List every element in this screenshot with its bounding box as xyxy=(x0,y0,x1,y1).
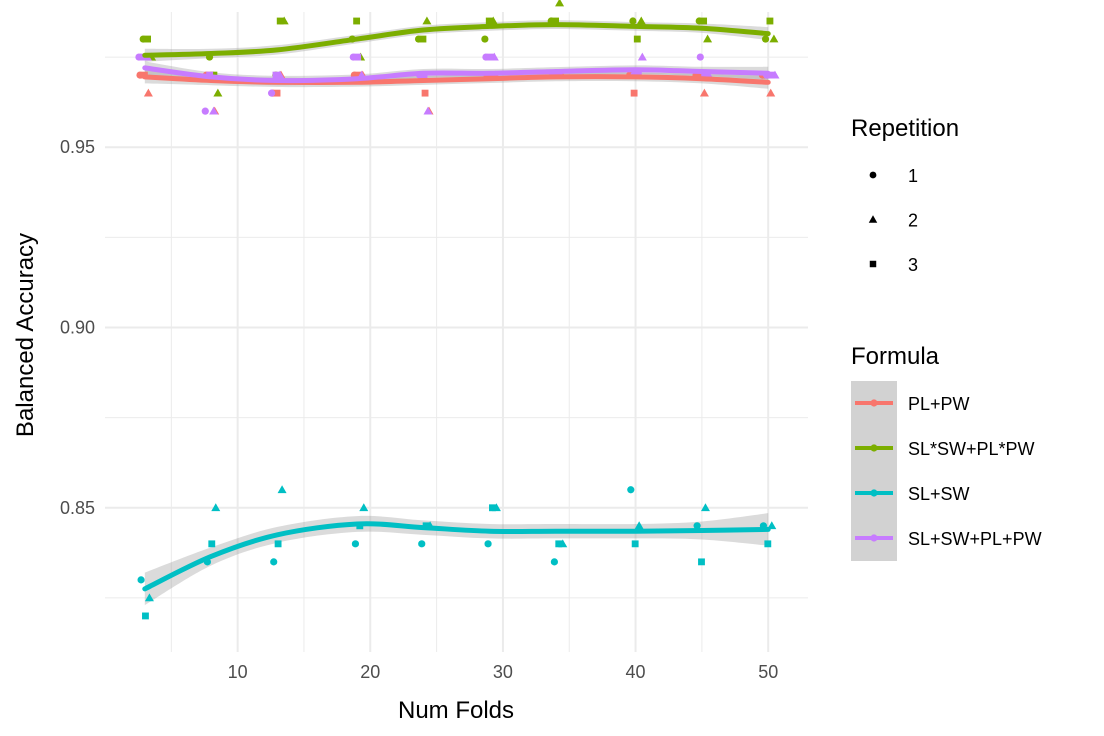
data-point xyxy=(418,540,426,548)
data-point xyxy=(550,558,558,566)
legend-repetition-label: 2 xyxy=(908,211,918,231)
data-point xyxy=(631,540,639,548)
x-axis-title: Num Folds xyxy=(398,697,514,724)
data-point xyxy=(354,53,362,61)
data-point xyxy=(700,17,708,25)
data-point xyxy=(693,522,701,530)
data-point xyxy=(700,503,710,512)
data-point xyxy=(270,558,278,566)
x-tick-label: 20 xyxy=(360,662,380,682)
data-point xyxy=(211,503,221,512)
data-point xyxy=(769,34,779,43)
data-point xyxy=(353,17,361,25)
data-point xyxy=(766,88,776,97)
legend-formula-keys-background xyxy=(851,381,897,561)
data-point xyxy=(629,17,637,25)
data-point xyxy=(272,71,280,79)
data-point xyxy=(766,17,774,25)
data-point xyxy=(481,35,489,43)
ribbon-2 xyxy=(144,513,769,606)
data-point xyxy=(274,540,282,548)
data-point xyxy=(633,35,641,43)
data-point xyxy=(142,612,149,620)
data-point xyxy=(422,16,432,25)
legend-formula-label: SL+SW+PL+PW xyxy=(908,529,1042,549)
legend-formula: Formula PL+PW SL*SW+PL*PW SL+SW SL+SW+PL+PW xyxy=(851,343,1042,561)
x-tick-label: 30 xyxy=(493,662,513,682)
legend-formula-key-point xyxy=(870,534,878,542)
data-point xyxy=(419,35,427,43)
data-point xyxy=(421,89,429,97)
legend-shape-square xyxy=(869,260,877,268)
data-point xyxy=(351,540,360,548)
legend-formula-label: PL+PW xyxy=(908,394,970,414)
legend-repetition-label: 1 xyxy=(908,166,918,186)
data-point xyxy=(137,576,145,584)
data-point xyxy=(703,34,713,43)
y-tick-label: 0.85 xyxy=(60,498,95,518)
legend-formula-key-point xyxy=(870,489,878,497)
legend-formula-label: SL+SW xyxy=(908,484,970,504)
data-point xyxy=(359,503,369,512)
data-point xyxy=(144,593,154,602)
y-axis-ticks: 0.85 0.90 0.95 xyxy=(60,137,95,518)
data-point xyxy=(636,16,646,25)
data-point xyxy=(555,540,563,548)
plot-grid xyxy=(105,12,808,652)
data-point xyxy=(696,53,704,61)
data-point xyxy=(486,53,494,61)
legend-shape-triangle xyxy=(868,215,878,223)
x-tick-label: 40 xyxy=(626,662,646,682)
smooth-line-1 xyxy=(142,22,771,58)
data-point xyxy=(276,17,284,25)
data-point xyxy=(701,71,709,79)
data-point xyxy=(767,521,777,530)
data-point xyxy=(627,486,635,494)
legend-formula-key-point xyxy=(870,444,878,452)
y-axis-title: Balanced Accuracy xyxy=(12,233,39,437)
data-point xyxy=(208,540,216,548)
data-point xyxy=(489,504,496,512)
data-point xyxy=(423,106,433,115)
data-point xyxy=(213,88,223,97)
data-point xyxy=(634,521,644,530)
y-tick-label: 0.95 xyxy=(60,137,95,157)
data-point xyxy=(697,71,704,79)
legend-repetition-title: Repetition xyxy=(851,115,959,142)
smooth-line-2 xyxy=(142,521,771,592)
legend-shape-circle xyxy=(869,171,877,179)
data-point xyxy=(552,17,560,25)
smooth-line-3 xyxy=(142,65,771,84)
data-point xyxy=(201,107,209,115)
data-point xyxy=(277,485,287,494)
data-point xyxy=(699,88,709,97)
data-point xyxy=(761,35,770,43)
legend-repetition: Repetition 1 2 3 xyxy=(851,115,959,275)
x-axis-ticks: 10 20 30 40 50 xyxy=(228,662,779,682)
x-tick-label: 50 xyxy=(758,662,778,682)
data-point xyxy=(767,71,775,79)
data-point xyxy=(764,540,772,548)
data-point xyxy=(698,558,705,566)
data-point xyxy=(637,52,647,61)
legend-formula-label: SL*SW+PL*PW xyxy=(908,439,1035,459)
data-point xyxy=(143,88,153,97)
legend-formula-key-point xyxy=(870,399,878,407)
legend-formula-title: Formula xyxy=(851,343,940,370)
smooth-lines xyxy=(142,22,771,592)
legend-repetition-label: 3 xyxy=(908,255,918,275)
data-point xyxy=(485,17,493,25)
data-point xyxy=(209,106,219,115)
y-tick-label: 0.90 xyxy=(60,317,95,337)
data-point xyxy=(555,0,565,7)
data-point xyxy=(355,71,363,79)
data-point xyxy=(267,89,276,97)
x-tick-label: 10 xyxy=(228,662,248,682)
data-point xyxy=(630,89,638,97)
data-point xyxy=(484,540,492,548)
data-point xyxy=(144,35,151,43)
ribbon-1 xyxy=(144,20,769,62)
data-point xyxy=(273,89,281,97)
